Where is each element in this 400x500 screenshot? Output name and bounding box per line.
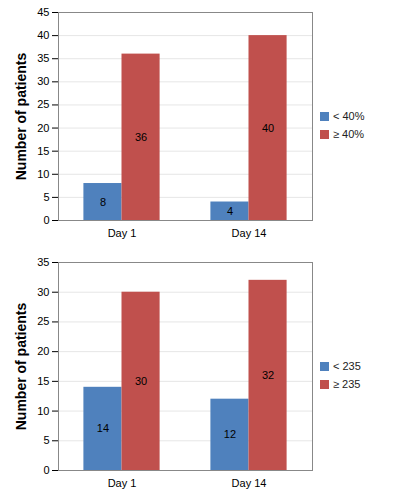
svg-text:35: 35: [37, 52, 49, 64]
svg-text:40: 40: [262, 122, 274, 134]
html-text:≥ 40%: ≥ 40%: [333, 128, 365, 140]
svg-text:10: 10: [37, 168, 49, 180]
svg-text:Day 14: Day 14: [232, 227, 267, 239]
svg-text:5: 5: [43, 191, 49, 203]
svg-text:30: 30: [37, 75, 49, 87]
html-text:< 40%: < 40%: [333, 110, 365, 122]
svg-text:0: 0: [43, 464, 49, 476]
svg-text:Day 1: Day 1: [108, 227, 137, 239]
svg-text:4: 4: [227, 205, 233, 217]
svg-text:30: 30: [37, 286, 49, 298]
svg-text:45: 45: [37, 6, 49, 18]
svg-text:15: 15: [37, 375, 49, 387]
svg-text:20: 20: [37, 122, 49, 134]
svg-text:5: 5: [43, 434, 49, 446]
svg-text:25: 25: [37, 315, 49, 327]
svg-text:Day 14: Day 14: [232, 477, 267, 489]
svg-text:25: 25: [37, 98, 49, 110]
svg-text:20: 20: [37, 345, 49, 357]
svg-text:36: 36: [135, 131, 147, 143]
svg-text:8: 8: [100, 196, 106, 208]
svg-text:Day 1: Day 1: [108, 477, 137, 489]
svg-text:15: 15: [37, 145, 49, 157]
svg-text:40: 40: [37, 29, 49, 41]
svg-text:32: 32: [262, 369, 274, 381]
svg-text:30: 30: [135, 375, 147, 387]
svg-text:14: 14: [97, 422, 109, 434]
html-text:≥ 235: ≥ 235: [333, 378, 361, 390]
html-text:< 235: < 235: [333, 360, 361, 372]
svg-text:12: 12: [224, 428, 236, 440]
svg-text:Number of patients: Number of patients: [13, 303, 29, 431]
svg-text:10: 10: [37, 405, 49, 417]
svg-text:Number of patients: Number of patients: [13, 53, 29, 181]
svg-text:35: 35: [37, 256, 49, 268]
svg-text:0: 0: [43, 214, 49, 226]
